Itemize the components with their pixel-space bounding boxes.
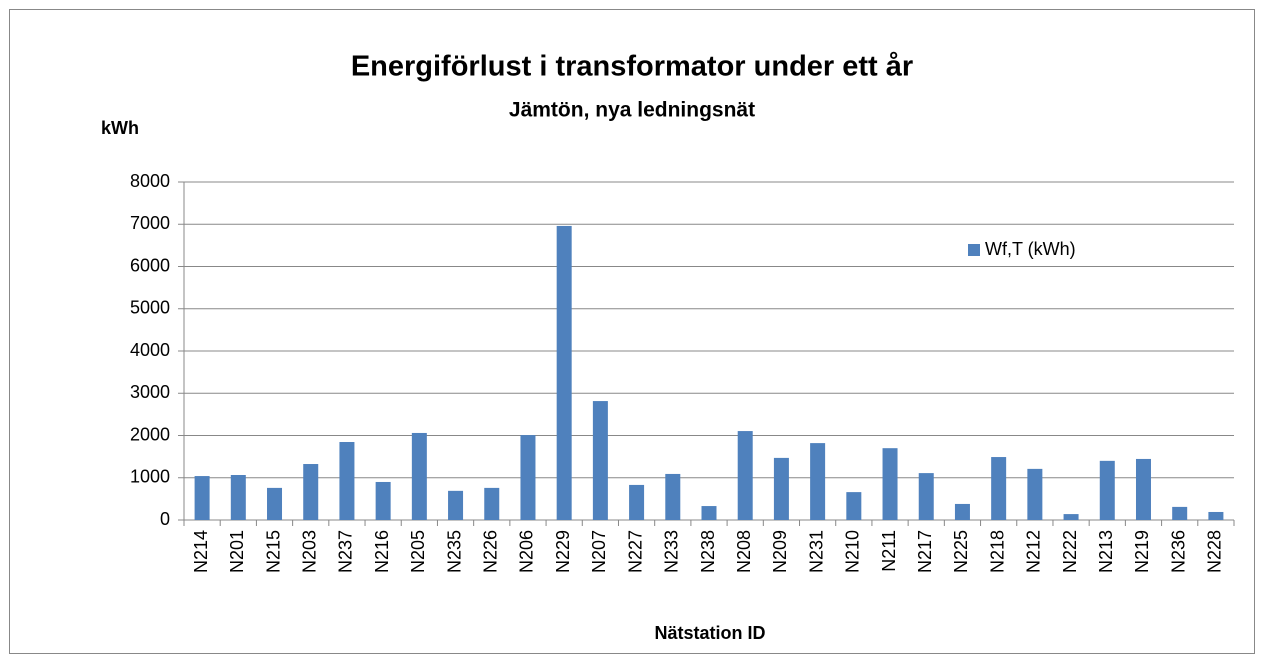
x-tick-label: N237: [336, 530, 356, 573]
x-tick-label: N228: [1205, 530, 1225, 573]
x-tick-label: N218: [987, 530, 1007, 573]
x-tick-label: N217: [915, 530, 935, 573]
bar: [1063, 514, 1079, 520]
bar: [882, 448, 898, 520]
y-tick-label: 2000: [130, 424, 170, 444]
x-tick-label: N229: [553, 530, 573, 573]
x-tick-label: N213: [1096, 530, 1116, 573]
x-tick-label: N207: [589, 530, 609, 573]
x-tick-label: N233: [662, 530, 682, 573]
x-tick-label: N208: [734, 530, 754, 573]
bar: [810, 443, 826, 520]
bar: [303, 464, 319, 520]
bar: [267, 487, 283, 520]
y-tick-label: 7000: [130, 213, 170, 233]
x-tick-label: N209: [770, 530, 790, 573]
bar: [991, 457, 1007, 520]
x-axis-label: Nätstation ID: [654, 623, 765, 643]
x-tick-label: N203: [299, 530, 319, 573]
bar: [375, 481, 391, 520]
bar: [556, 225, 572, 520]
bar: [954, 503, 970, 520]
bar: [592, 401, 608, 520]
legend-swatch: [968, 244, 980, 256]
x-tick-label: N225: [951, 530, 971, 573]
bar: [773, 457, 789, 520]
x-tick-label: N235: [444, 530, 464, 573]
bar: [339, 442, 355, 520]
x-tick-label: N206: [517, 530, 537, 573]
x-tick-label: N238: [698, 530, 718, 573]
x-tick-label: N201: [227, 530, 247, 573]
x-tick-label: N212: [1024, 530, 1044, 573]
legend-label: Wf,T (kWh): [985, 239, 1076, 259]
x-tick-label: N215: [263, 530, 283, 573]
x-tick-label: N226: [481, 530, 501, 573]
bar: [665, 473, 681, 520]
bar: [448, 490, 464, 520]
x-tick-label: N210: [843, 530, 863, 573]
chart-title: Energiförlust i transformator under ett …: [351, 51, 913, 83]
chart-subtitle: Jämtön, nya ledningsnät: [509, 99, 755, 122]
x-tick-label: N222: [1060, 530, 1080, 573]
x-tick-label: N227: [625, 530, 645, 573]
bar: [520, 435, 536, 520]
x-tick-label: N231: [806, 530, 826, 573]
bar: [1172, 506, 1188, 520]
bar: [737, 431, 753, 520]
bar: [484, 487, 500, 520]
bar: [411, 432, 427, 520]
x-tick-label: N211: [879, 530, 899, 572]
bar: [1099, 460, 1115, 520]
x-tick-label: N236: [1168, 530, 1188, 573]
y-tick-label: 8000: [130, 171, 170, 191]
bar: [629, 484, 645, 520]
bar: [1027, 468, 1043, 520]
x-tick-label: N214: [191, 530, 211, 573]
y-tick-label: 5000: [130, 298, 170, 318]
bar: [1135, 458, 1151, 520]
bar: [194, 476, 210, 520]
y-tick-label: 6000: [130, 255, 170, 275]
y-axis-label: kWh: [101, 118, 139, 138]
bar: [230, 475, 246, 520]
bar: [1208, 511, 1224, 520]
x-tick-label: N219: [1132, 530, 1152, 573]
x-tick-label: N205: [408, 530, 428, 573]
y-tick-label: 4000: [130, 340, 170, 360]
bar: [846, 492, 862, 520]
chart-border: [9, 9, 1255, 654]
bar: [918, 473, 934, 520]
y-tick-label: 3000: [130, 382, 170, 402]
y-tick-label: 1000: [130, 467, 170, 487]
y-tick-label: 0: [160, 509, 170, 529]
x-tick-label: N216: [372, 530, 392, 573]
bar: [701, 506, 717, 520]
